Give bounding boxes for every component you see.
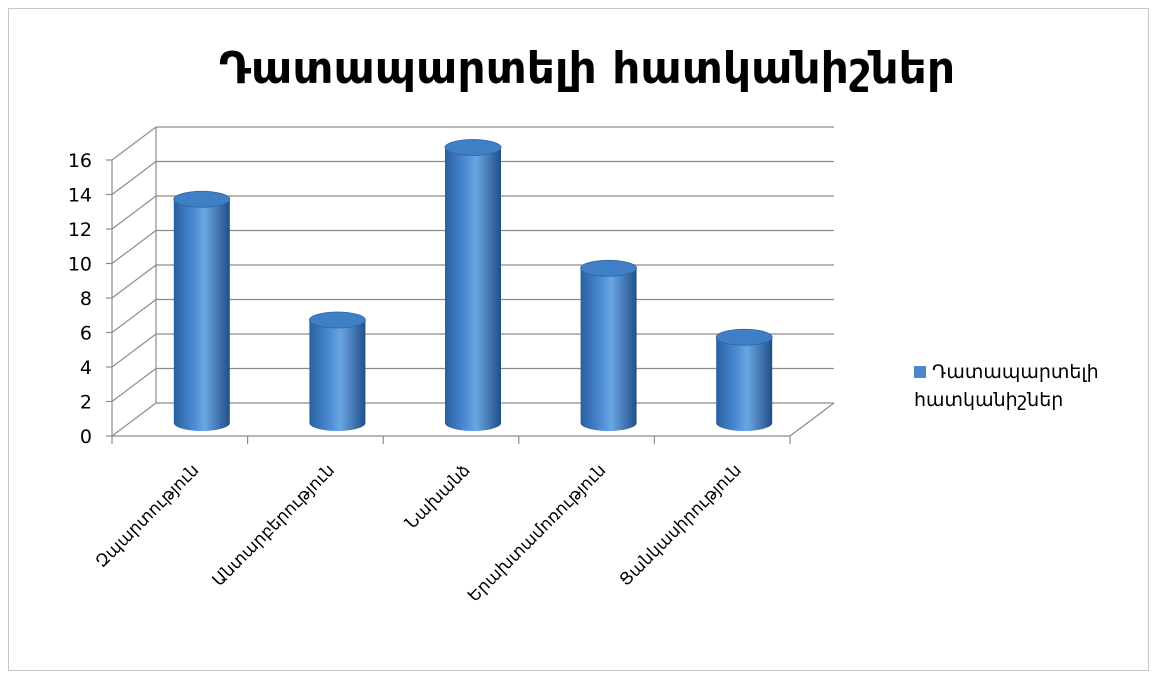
bars-layer (173, 139, 773, 431)
bar (308, 311, 366, 431)
gridline-side (111, 264, 157, 299)
chart-title: Դատապարտելի հատկանիշներ (219, 43, 955, 94)
bar (715, 328, 773, 431)
gridline-side (111, 402, 157, 437)
bar-top (715, 328, 773, 346)
bar-body (716, 337, 773, 431)
axis-layer (106, 127, 835, 444)
gridline-side (111, 126, 157, 161)
bar (173, 190, 231, 431)
bar-top (580, 259, 637, 277)
y-tick-label: 0 (80, 426, 92, 448)
y-tick-label: 16 (68, 150, 92, 172)
gridline-side (111, 195, 157, 230)
y-tick-label: 8 (80, 288, 92, 310)
gridline-side (111, 161, 157, 195)
y-tick-label: 6 (80, 323, 92, 345)
x-category-label: Երախտամոռություն (464, 460, 610, 606)
y-tick-label: 2 (80, 392, 92, 414)
bar-top (444, 139, 502, 156)
floor-right-edge (789, 402, 835, 437)
x-category-label: Ցանկասիրություն (616, 460, 746, 590)
gridline-side (111, 333, 157, 368)
labels-layer: 0 2 4 6 8 10 12 14 16 Զպարտություն Անտարբերություն… (68, 150, 746, 606)
y-tick-label: 12 (68, 219, 92, 241)
bar-body (580, 268, 637, 431)
chart-frame: Դատապարտելի հատկանիշներ 0 2 4 6 8 10 12 14 16 Զպա… (8, 8, 1149, 671)
bar (580, 259, 637, 431)
gridline-side (111, 230, 157, 264)
y-tick-label: 14 (68, 185, 92, 207)
chart-svg: Դատապարտելի հատկանիշներ 0 2 4 6 8 10 12 14 16 Զպա… (68, 43, 1099, 606)
bar (444, 139, 502, 431)
legend: Դատապարտելի հատկանիշներ (914, 361, 1099, 411)
gridline-side (111, 368, 157, 402)
legend-swatch (914, 366, 926, 378)
x-category-label: Զպարտություն (92, 460, 204, 572)
x-category-label: Անտարբերություն (209, 460, 339, 590)
bar-body (309, 320, 366, 431)
y-tick-label: 4 (80, 357, 92, 379)
gridline-side (111, 299, 157, 333)
bar-body (173, 199, 230, 431)
legend-label: Դատապարտելի հատկանիշներ (914, 361, 1099, 411)
bar-body (445, 147, 501, 431)
y-tick-label: 10 (68, 254, 92, 276)
bar-top (173, 190, 231, 208)
x-category-label: Նախանձ (401, 460, 474, 533)
bar-top (308, 311, 366, 329)
